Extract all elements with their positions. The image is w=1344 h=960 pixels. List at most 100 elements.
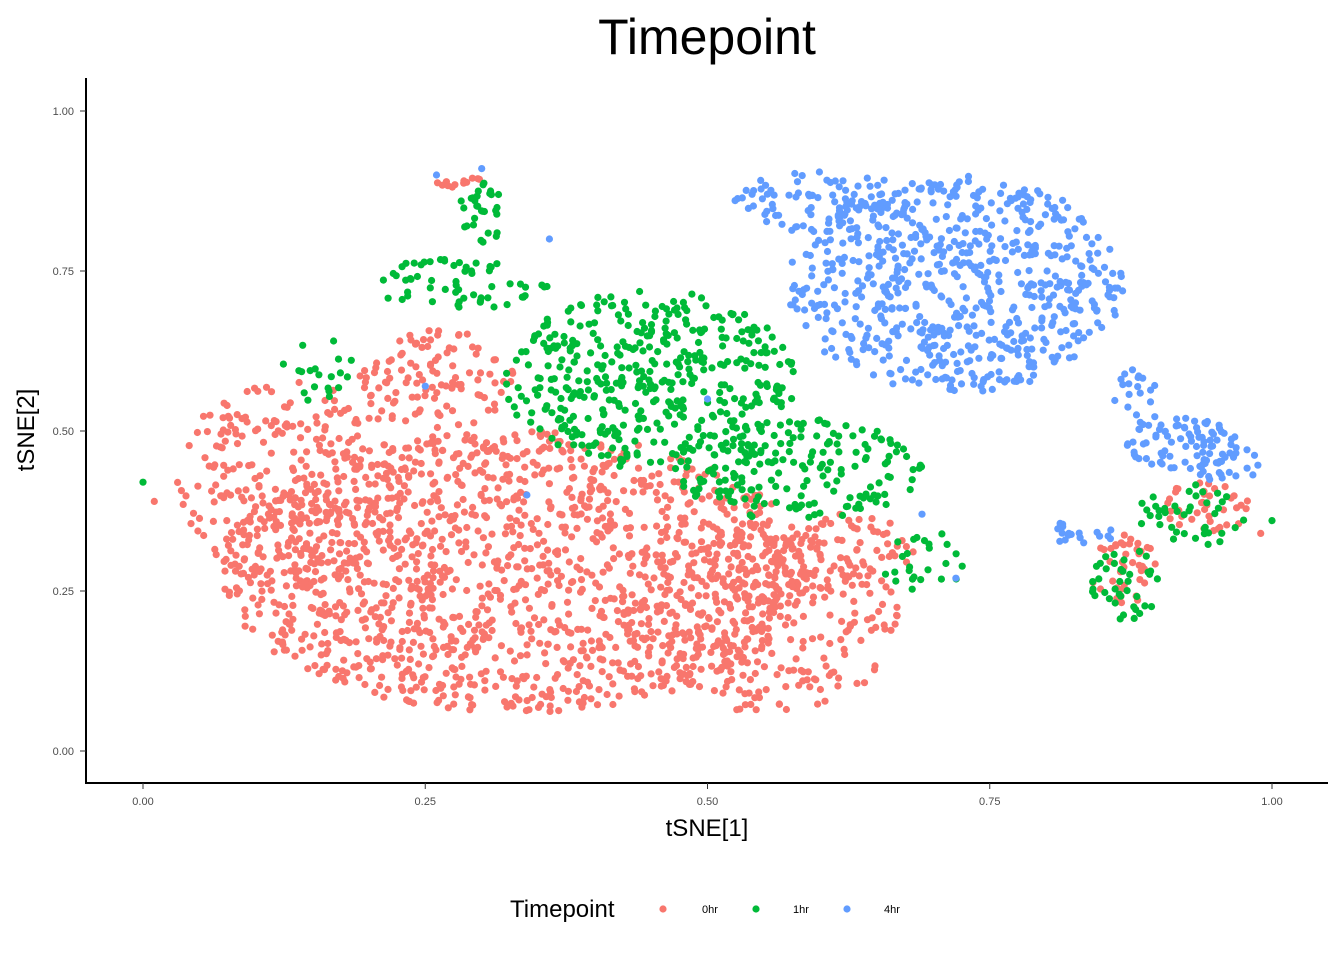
- point-4hr: [913, 319, 921, 327]
- point-1hr: [598, 423, 606, 431]
- point-0hr: [224, 541, 232, 550]
- point-4hr: [1191, 417, 1199, 425]
- point-1hr: [716, 396, 724, 404]
- point-4hr: [1117, 375, 1125, 383]
- point-4hr: [1055, 242, 1063, 250]
- point-1hr: [717, 325, 725, 333]
- point-1hr: [1161, 508, 1169, 517]
- point-0hr: [402, 417, 410, 425]
- point-4hr: [1020, 186, 1028, 194]
- point-1hr: [694, 338, 703, 347]
- point-0hr: [620, 487, 628, 495]
- point-1hr: [772, 498, 780, 506]
- point-0hr: [410, 699, 418, 707]
- point-1hr: [1130, 614, 1138, 623]
- point-0hr: [194, 527, 202, 535]
- point-0hr: [313, 503, 321, 511]
- point-4hr: [964, 172, 973, 180]
- point-4hr: [990, 335, 999, 343]
- y-tick-label: 0.25: [53, 586, 74, 598]
- point-0hr: [602, 630, 610, 638]
- point-0hr: [368, 463, 376, 471]
- point-0hr: [417, 642, 425, 650]
- point-1hr: [738, 474, 746, 482]
- point-1hr: [750, 467, 758, 476]
- point-0hr: [659, 642, 667, 650]
- point-0hr: [429, 367, 437, 375]
- point-0hr: [247, 494, 255, 502]
- point-0hr: [1206, 517, 1214, 526]
- point-1hr: [833, 440, 841, 448]
- point-1hr: [784, 429, 793, 437]
- point-0hr: [481, 686, 489, 694]
- point-1hr: [679, 396, 687, 404]
- point-4hr: [1086, 256, 1094, 264]
- point-0hr: [212, 481, 220, 489]
- point-0hr: [261, 524, 269, 533]
- point-0hr: [722, 582, 730, 591]
- point-4hr: [841, 289, 849, 298]
- point-4hr: [871, 348, 879, 356]
- point-1hr: [726, 417, 735, 425]
- point-4hr: [1105, 283, 1113, 291]
- point-0hr: [220, 399, 228, 407]
- point-1hr: [942, 559, 950, 568]
- point-0hr: [500, 577, 508, 585]
- point-4hr: [802, 322, 810, 330]
- point-0hr: [251, 474, 259, 483]
- point-1hr: [684, 457, 692, 465]
- point-1hr: [639, 319, 647, 327]
- point-1hr: [441, 285, 449, 293]
- point-4hr: [1059, 216, 1068, 224]
- point-1hr: [651, 312, 659, 321]
- point-0hr: [850, 597, 858, 606]
- point-0hr: [472, 608, 480, 616]
- point-4hr: [998, 354, 1006, 363]
- point-1hr: [715, 478, 724, 486]
- point-0hr: [705, 614, 713, 622]
- point-1hr: [1218, 529, 1226, 537]
- point-4hr: [1132, 411, 1141, 419]
- point-0hr: [681, 600, 690, 608]
- point-1hr: [1268, 517, 1276, 525]
- point-0hr: [338, 667, 346, 675]
- point-0hr: [689, 678, 697, 686]
- point-0hr: [352, 638, 360, 646]
- point-1hr: [908, 476, 916, 484]
- point-1hr: [898, 552, 907, 561]
- point-4hr: [820, 281, 828, 289]
- point-4hr: [887, 370, 895, 378]
- point-0hr: [746, 519, 754, 527]
- point-0hr: [817, 584, 825, 592]
- point-0hr: [614, 618, 623, 626]
- x-ticks: 0.00 0.25 0.50 0.75 1.00: [132, 783, 1283, 808]
- point-0hr: [538, 470, 546, 478]
- point-1hr: [777, 403, 785, 411]
- point-1hr: [741, 310, 749, 319]
- point-0hr: [817, 520, 826, 528]
- point-0hr: [310, 577, 318, 586]
- point-0hr: [749, 567, 757, 575]
- point-0hr: [336, 539, 344, 547]
- point-4hr: [912, 300, 920, 308]
- point-0hr: [527, 627, 535, 635]
- point-0hr: [782, 542, 790, 550]
- point-0hr: [352, 462, 360, 470]
- point-0hr: [596, 530, 605, 538]
- point-4hr: [894, 189, 903, 197]
- point-4hr: [927, 185, 935, 194]
- point-0hr: [455, 539, 463, 547]
- point-0hr: [579, 677, 587, 685]
- point-4hr: [856, 320, 864, 328]
- point-4hr: [977, 261, 985, 269]
- point-1hr: [858, 426, 866, 434]
- point-1hr: [856, 492, 864, 500]
- point-0hr: [809, 582, 817, 590]
- point-4hr: [1177, 435, 1185, 443]
- point-0hr: [174, 478, 182, 486]
- point-0hr: [449, 515, 458, 523]
- point-1hr: [614, 311, 623, 319]
- point-4hr: [1142, 455, 1150, 463]
- point-0hr: [240, 531, 248, 539]
- point-0hr: [689, 662, 697, 671]
